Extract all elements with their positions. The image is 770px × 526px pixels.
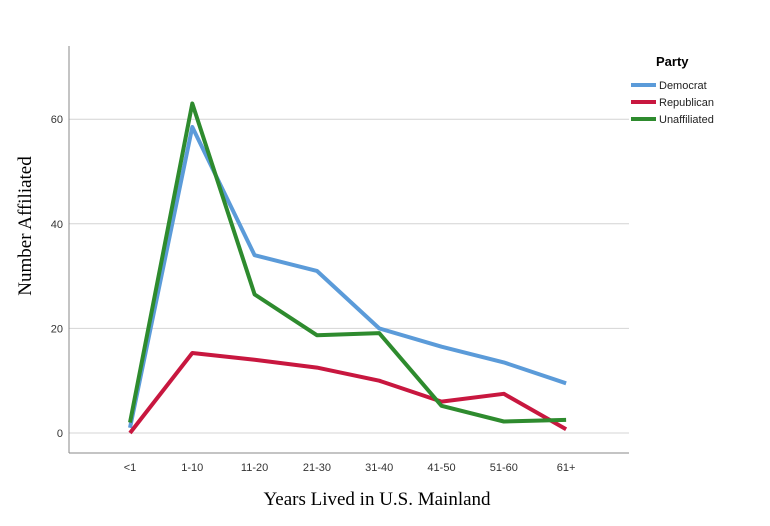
x-axis-title: Years Lived in U.S. Mainland: [263, 489, 491, 510]
y-tick-label: 40: [51, 219, 63, 231]
x-tick-label: 1-10: [181, 462, 203, 474]
legend-label: Unaffiliated: [659, 114, 714, 126]
y-tick-label: 0: [57, 428, 63, 440]
y-tick-labels: 0 20 40 60: [51, 114, 63, 440]
x-tick-label: 51-60: [490, 462, 518, 474]
legend-label: Democrat: [659, 80, 707, 92]
x-tick-label: 11-20: [241, 462, 268, 474]
series-lines: [128, 101, 568, 435]
x-tick-label: 31-40: [365, 462, 393, 474]
series-line-democrat: [128, 125, 567, 429]
x-tick-label: 61+: [557, 462, 576, 474]
y-tick-label: 20: [51, 323, 63, 335]
series-line-unaffiliated: [128, 101, 567, 424]
axes: [68, 46, 629, 454]
x-tick-label: <1: [124, 462, 137, 474]
legend: Party Democrat Republican Unaffiliated: [631, 54, 714, 126]
y-axis-title: Number Affiliated: [15, 156, 36, 296]
x-tick-labels: <1 1-10 11-20 21-30 31-40 41-50 51-60 61+: [124, 462, 576, 474]
gridlines: [69, 118, 629, 434]
x-tick-label: 21-30: [303, 462, 331, 474]
legend-title: Party: [656, 54, 689, 69]
x-tick-label: 41-50: [427, 462, 455, 474]
y-tick-label: 60: [51, 114, 63, 126]
legend-label: Republican: [659, 97, 714, 109]
series-line-republican: [128, 351, 568, 435]
